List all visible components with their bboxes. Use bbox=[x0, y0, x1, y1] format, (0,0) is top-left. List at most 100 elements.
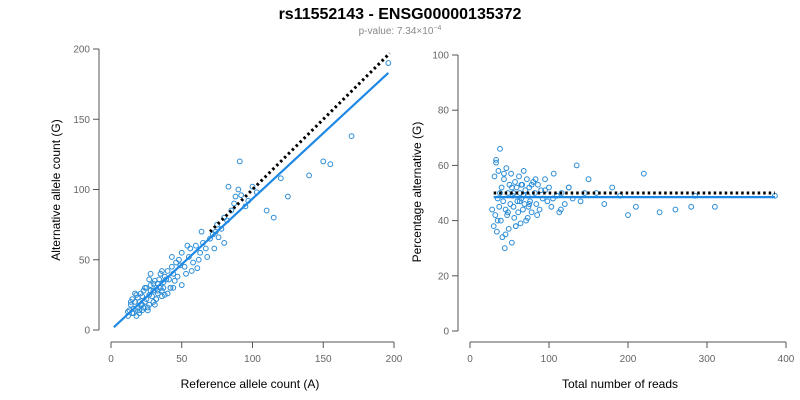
data-point bbox=[153, 296, 160, 302]
data-point bbox=[160, 284, 167, 291]
data-point bbox=[557, 206, 564, 213]
data-point bbox=[524, 214, 531, 221]
data-point bbox=[558, 190, 565, 196]
x-axis-label-right: Total number of reads bbox=[562, 377, 678, 391]
data-point bbox=[142, 284, 148, 291]
data-point bbox=[215, 234, 222, 241]
data-point bbox=[211, 245, 218, 252]
data-point bbox=[518, 181, 525, 188]
data-point bbox=[527, 198, 533, 205]
data-point bbox=[542, 176, 548, 183]
x-tick-label: 200 bbox=[620, 354, 637, 365]
data-point bbox=[194, 265, 201, 272]
data-point bbox=[195, 256, 202, 263]
y-tick-label: 20 bbox=[438, 271, 450, 282]
data-point bbox=[159, 293, 165, 300]
data-point bbox=[171, 277, 178, 284]
data-point bbox=[140, 304, 147, 311]
data-point bbox=[221, 239, 228, 246]
data-point bbox=[348, 133, 355, 140]
data-point bbox=[161, 291, 168, 298]
data-point bbox=[147, 270, 154, 277]
data-point bbox=[127, 301, 134, 308]
data-point bbox=[515, 209, 522, 216]
data-point bbox=[528, 209, 535, 216]
data-point bbox=[517, 220, 524, 227]
data-point bbox=[503, 165, 510, 172]
data-point bbox=[535, 181, 541, 188]
data-point bbox=[164, 268, 171, 274]
p-value-exponent: −4 bbox=[433, 25, 441, 32]
data-point bbox=[512, 179, 518, 185]
data-point bbox=[501, 245, 508, 252]
data-point bbox=[168, 263, 175, 270]
data-point bbox=[532, 176, 539, 183]
data-point bbox=[249, 183, 256, 190]
data-point bbox=[270, 214, 277, 221]
data-point bbox=[520, 206, 526, 213]
data-point bbox=[132, 290, 138, 297]
data-point bbox=[184, 242, 191, 249]
data-point bbox=[127, 299, 134, 305]
data-point bbox=[190, 259, 196, 266]
data-point bbox=[183, 270, 189, 277]
data-point bbox=[170, 284, 177, 291]
data-point bbox=[164, 290, 171, 297]
data-point bbox=[130, 310, 137, 317]
y-tick-label: 0 bbox=[443, 327, 449, 338]
data-point bbox=[504, 212, 511, 218]
data-point bbox=[508, 170, 514, 177]
data-point bbox=[496, 203, 503, 210]
data-point bbox=[523, 176, 530, 183]
y-tick-label: 150 bbox=[73, 115, 90, 126]
data-point bbox=[500, 198, 507, 205]
data-point bbox=[514, 198, 521, 205]
data-point bbox=[520, 168, 527, 174]
scatter-panel-allele-counts: 0 50 100 150 200 0 50 100 150 200 bbox=[73, 45, 402, 366]
data-point bbox=[501, 170, 507, 177]
data-point bbox=[505, 225, 512, 232]
data-point bbox=[577, 198, 584, 205]
data-point bbox=[178, 249, 185, 256]
data-point bbox=[499, 234, 506, 241]
data-point bbox=[150, 280, 157, 287]
data-point bbox=[573, 162, 580, 169]
data-point bbox=[197, 249, 204, 256]
x-tick-label: 150 bbox=[315, 354, 332, 365]
data-point bbox=[134, 294, 141, 301]
data-point bbox=[601, 201, 608, 207]
data-point bbox=[491, 173, 498, 180]
data-point bbox=[508, 239, 515, 246]
data-point bbox=[498, 184, 505, 191]
data-point bbox=[561, 201, 568, 207]
data-point bbox=[284, 193, 291, 200]
y-axis-label-right: Percentage alternative (G) bbox=[410, 122, 424, 263]
data-point bbox=[688, 203, 695, 210]
data-point bbox=[533, 201, 540, 207]
data-point bbox=[497, 217, 504, 224]
data-point bbox=[528, 181, 535, 188]
data-point bbox=[235, 186, 242, 193]
p-value-subtitle: p-value: 7.34×10−4 bbox=[359, 25, 442, 37]
data-point bbox=[633, 203, 639, 210]
data-point bbox=[159, 287, 165, 294]
x-tick-label: 200 bbox=[386, 354, 403, 365]
data-point bbox=[178, 282, 185, 288]
y-tick-label: 40 bbox=[438, 216, 450, 227]
data-point bbox=[502, 231, 509, 238]
x-tick-label: 100 bbox=[244, 354, 261, 365]
data-point bbox=[525, 203, 532, 210]
data-point bbox=[550, 170, 557, 177]
data-point bbox=[177, 262, 184, 269]
data-point bbox=[510, 203, 517, 210]
data-point bbox=[385, 60, 392, 66]
data-point bbox=[157, 270, 164, 277]
data-point bbox=[133, 313, 140, 319]
x-tick-label: 0 bbox=[108, 354, 114, 365]
y-tick-label: 200 bbox=[73, 45, 90, 56]
x-tick-label: 300 bbox=[699, 354, 716, 365]
data-point bbox=[202, 245, 209, 252]
data-point bbox=[534, 212, 541, 218]
data-point bbox=[193, 242, 199, 249]
data-point bbox=[490, 223, 497, 230]
